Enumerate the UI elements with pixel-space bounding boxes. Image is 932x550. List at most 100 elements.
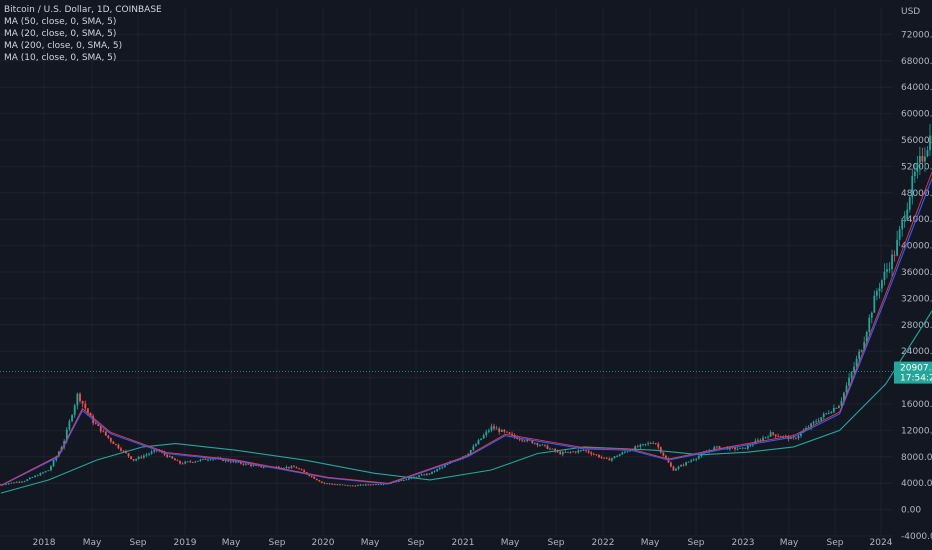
candle-body bbox=[15, 481, 18, 483]
candle-body bbox=[39, 473, 42, 476]
candle-body bbox=[713, 447, 716, 451]
y-tick-label: 48000.00 bbox=[901, 189, 932, 199]
candle-body bbox=[97, 423, 100, 426]
candle-body bbox=[659, 447, 662, 453]
candle-body bbox=[186, 461, 189, 463]
candle-body bbox=[102, 431, 105, 433]
candle-body bbox=[359, 484, 362, 486]
candle-body bbox=[199, 459, 202, 461]
candle-body bbox=[423, 474, 426, 476]
candle-body bbox=[47, 470, 50, 472]
candle-body bbox=[685, 462, 688, 466]
x-tick-label: May bbox=[641, 538, 660, 548]
candle-body bbox=[400, 480, 403, 481]
candle-body bbox=[675, 468, 677, 471]
candle-body bbox=[554, 448, 556, 452]
candle-body bbox=[495, 428, 498, 430]
y-tick-label: 32000.00 bbox=[901, 294, 932, 304]
candle-body bbox=[567, 451, 569, 453]
candle-body bbox=[171, 456, 174, 459]
legend-ma-10[interactable]: MA (10, close, 0, SMA, 5) bbox=[4, 53, 117, 63]
candle-body bbox=[310, 475, 313, 477]
candle-body bbox=[196, 460, 199, 462]
candle-body bbox=[140, 456, 143, 458]
legend-ma-20[interactable]: MA (20, close, 0, SMA, 5) bbox=[4, 29, 117, 39]
candle-body bbox=[344, 484, 346, 486]
candle-body bbox=[313, 476, 316, 479]
candle-body bbox=[153, 450, 156, 452]
y-tick-label: 56000.00 bbox=[901, 136, 932, 146]
candle-body bbox=[764, 436, 767, 438]
candle-body bbox=[526, 439, 529, 442]
candle-body bbox=[657, 443, 660, 448]
candle-body bbox=[710, 450, 713, 452]
candle-body bbox=[546, 445, 549, 450]
candle-body bbox=[863, 341, 866, 351]
candle-body bbox=[346, 484, 349, 486]
candle-body bbox=[245, 463, 247, 465]
candle-body bbox=[810, 423, 812, 428]
candle-body bbox=[741, 447, 744, 449]
candle-body bbox=[115, 443, 117, 445]
candle-body bbox=[405, 479, 408, 481]
candle-body bbox=[207, 459, 209, 461]
candle-body bbox=[42, 472, 44, 474]
candle-body bbox=[559, 451, 562, 455]
candle-body bbox=[595, 454, 598, 456]
candle-body bbox=[375, 484, 377, 485]
legend-ma-50[interactable]: MA (50, close, 0, SMA, 5) bbox=[4, 17, 117, 27]
candle-body bbox=[695, 458, 698, 460]
candle-body bbox=[739, 447, 742, 449]
candle-body bbox=[832, 408, 835, 413]
candle-body bbox=[687, 461, 690, 463]
candle-body bbox=[564, 452, 567, 453]
candle-body bbox=[746, 445, 749, 449]
candle-body bbox=[913, 171, 916, 177]
candle-body bbox=[173, 458, 176, 461]
ma-10-line bbox=[0, 171, 932, 486]
candle-body bbox=[822, 413, 825, 418]
candle-body bbox=[277, 466, 280, 469]
candle-body bbox=[544, 444, 546, 446]
candle-body bbox=[257, 465, 260, 467]
candle-body bbox=[585, 450, 587, 452]
candle-body bbox=[774, 434, 777, 437]
candle-body bbox=[73, 405, 76, 416]
x-tick-label: May bbox=[501, 538, 520, 548]
candle-body bbox=[541, 444, 544, 446]
candle-body bbox=[163, 452, 166, 455]
candle-body bbox=[608, 458, 611, 461]
candle-body bbox=[295, 467, 298, 469]
x-tick-label: 2019 bbox=[174, 538, 197, 548]
x-tick-label: Sep bbox=[269, 538, 286, 548]
x-tick-label: Sep bbox=[548, 538, 565, 548]
candle-body bbox=[574, 451, 577, 453]
legend-ma-200[interactable]: MA (200, close, 0, SMA, 5) bbox=[4, 41, 123, 51]
candle-body bbox=[744, 447, 747, 449]
candle-body bbox=[467, 454, 470, 456]
candle-body bbox=[166, 454, 169, 458]
candle-body bbox=[906, 209, 909, 220]
candle-body bbox=[644, 443, 647, 445]
candle-body bbox=[293, 466, 295, 468]
candle-body bbox=[122, 450, 125, 452]
candle-body bbox=[860, 350, 863, 352]
candle-body bbox=[255, 465, 257, 467]
candle-body bbox=[490, 426, 493, 431]
candle-body bbox=[767, 436, 769, 438]
candle-body bbox=[130, 456, 132, 460]
candle-body bbox=[898, 229, 901, 240]
x-tick-label: Sep bbox=[688, 538, 705, 548]
indicator-legend: Bitcoin / U.S. Dollar, 1D, COINBASE MA (… bbox=[4, 4, 162, 64]
symbol-title[interactable]: Bitcoin / U.S. Dollar, 1D, COINBASE bbox=[4, 5, 162, 15]
candle-body bbox=[242, 463, 245, 465]
candle-body bbox=[112, 441, 115, 444]
x-tick-label: May bbox=[222, 538, 241, 548]
candle-body bbox=[260, 465, 263, 468]
candle-body bbox=[367, 484, 370, 486]
candle-body bbox=[603, 457, 606, 459]
candle-body bbox=[769, 432, 772, 437]
candle-body bbox=[734, 447, 736, 450]
